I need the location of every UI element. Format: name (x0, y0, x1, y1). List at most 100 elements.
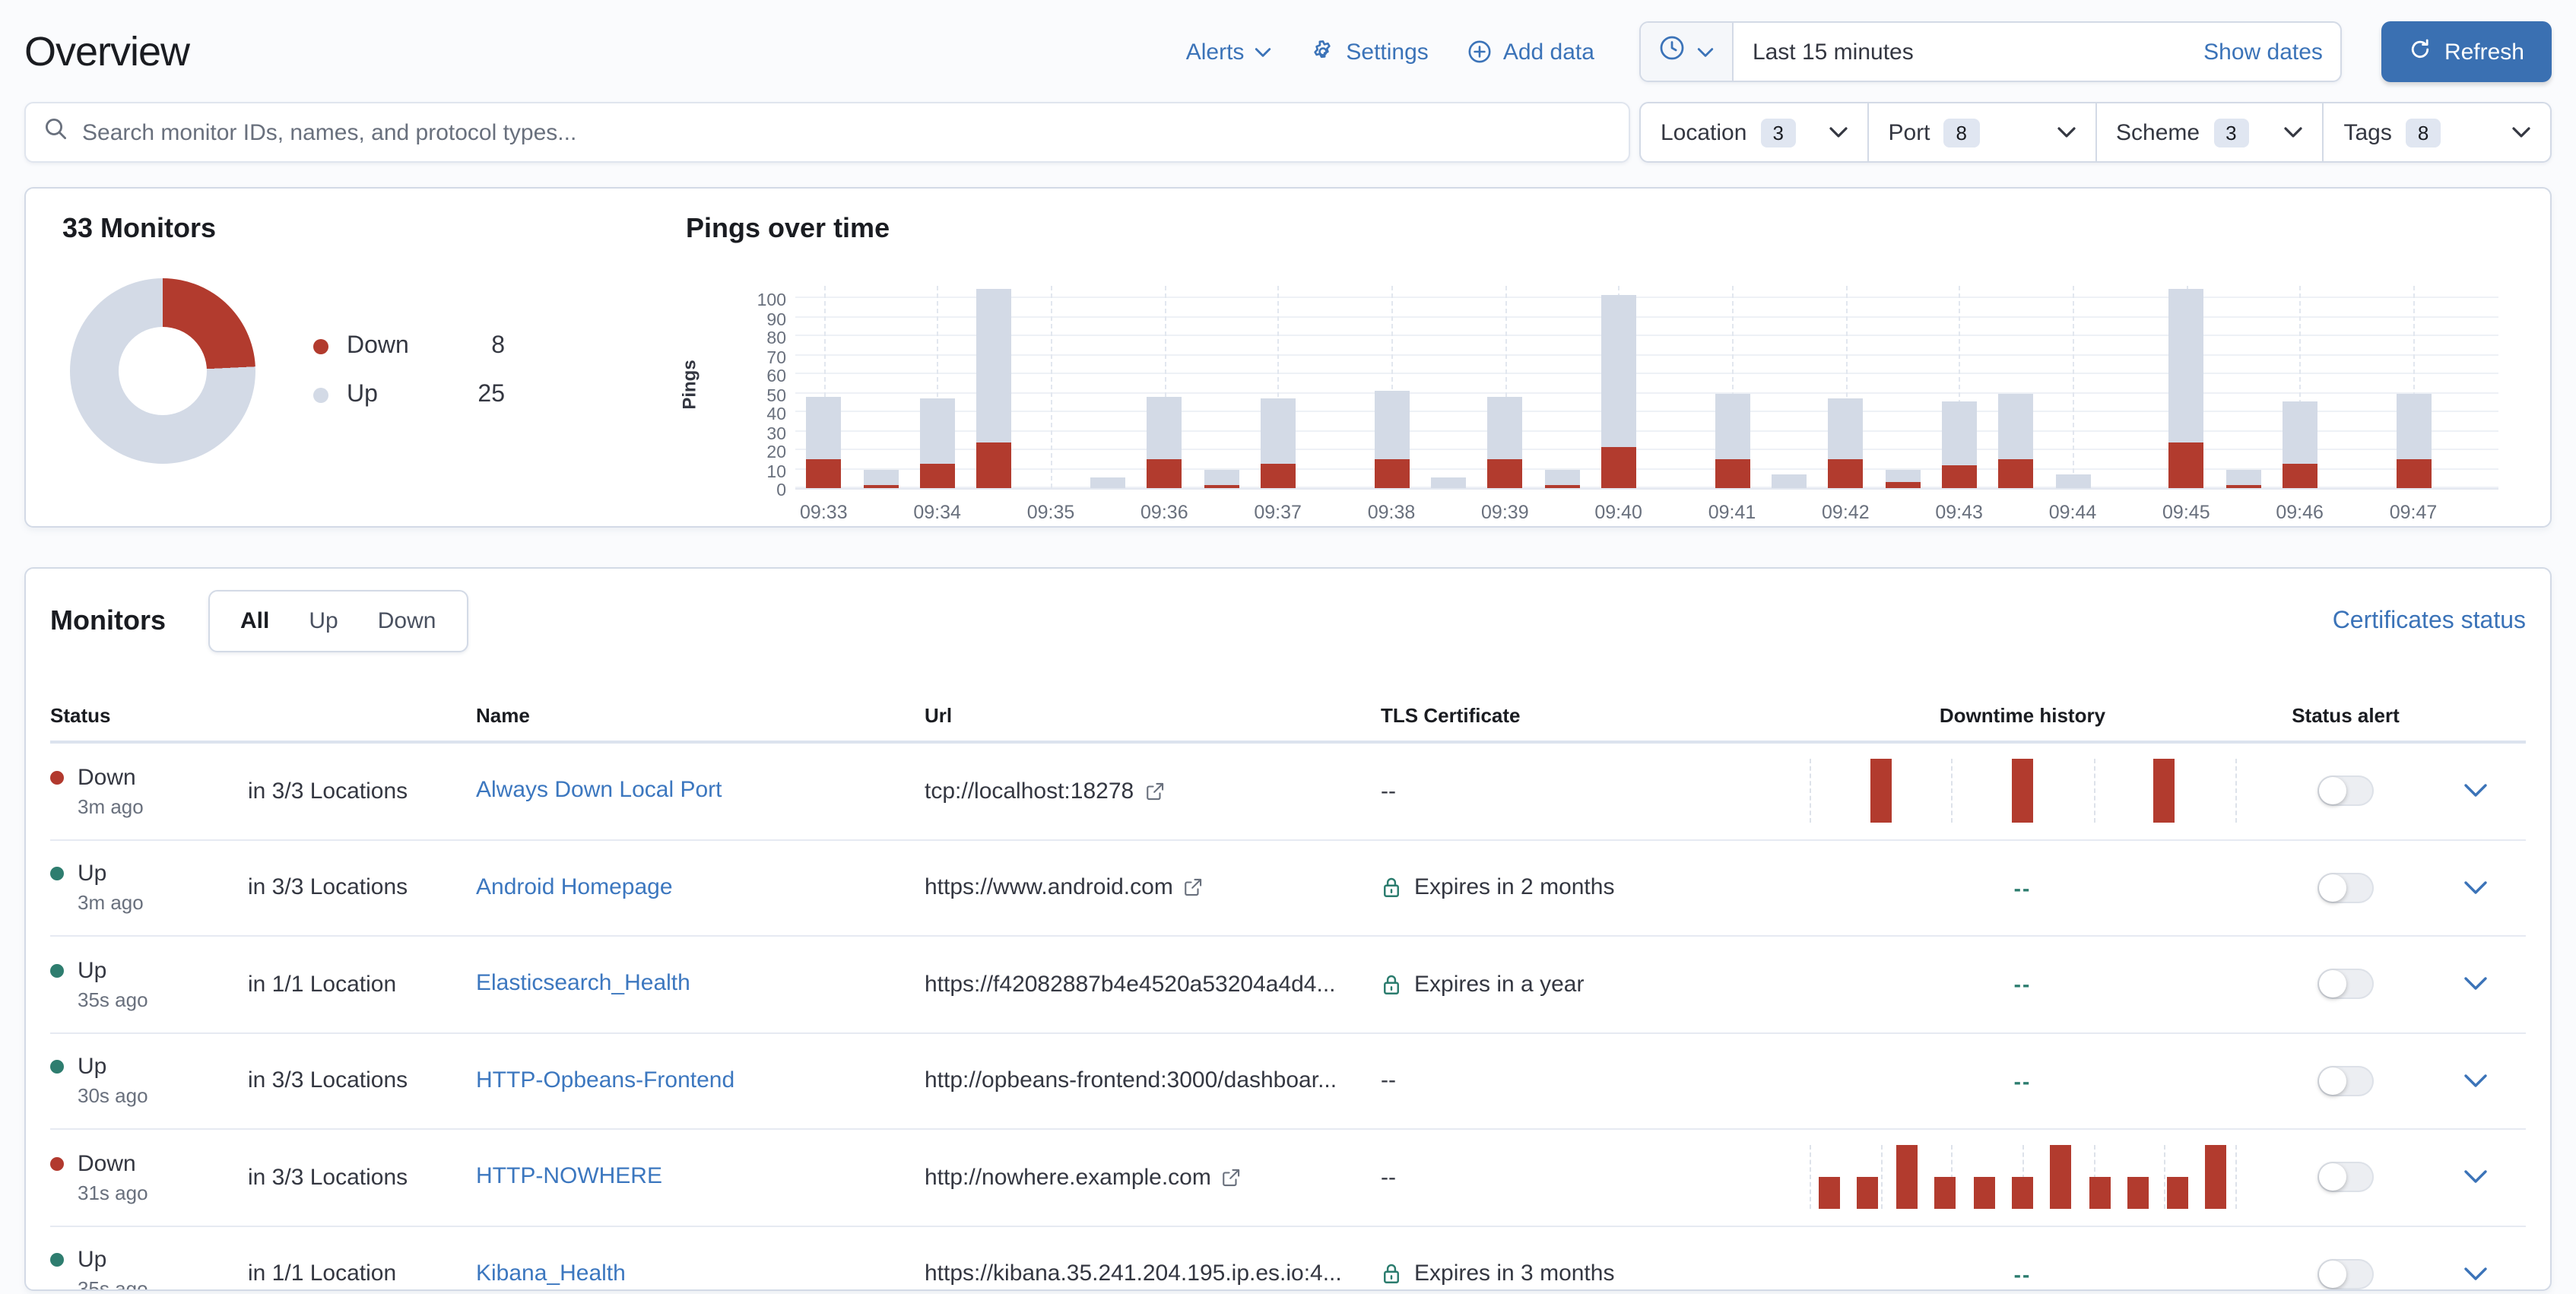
x-tick-label: 09:43 (1935, 502, 1983, 523)
table-row: Up 3m ago in 3/3 Locations Android Homepage… (50, 840, 2526, 937)
monitor-name-link[interactable]: Always Down Local Port (476, 777, 722, 804)
filter-tags[interactable]: Tags 8 (2322, 103, 2551, 161)
alerts-menu-button[interactable]: Alerts (1186, 39, 1272, 65)
monitor-url[interactable]: tcp://localhost:18278 (925, 779, 1381, 804)
status-alert-toggle[interactable] (2317, 872, 2374, 903)
tab-up[interactable]: Up (309, 608, 338, 634)
monitor-locations: in 3/3 Locations (248, 1067, 408, 1094)
certificates-status-link[interactable]: Certificates status (2332, 607, 2526, 633)
x-gridline (2413, 286, 2415, 488)
status-dot (50, 770, 64, 785)
status-alert-toggle[interactable] (2317, 775, 2374, 807)
time-range-display[interactable]: Last 15 minutes Show dates (1734, 23, 2341, 81)
pings-bar (1374, 391, 1409, 488)
filter-label: Tags (2343, 119, 2392, 145)
url-text: http://nowhere.example.com (925, 1164, 1211, 1191)
monitor-url: https://f42082887b4e4520a53204a4d4... (925, 972, 1381, 997)
pings-bar (2396, 393, 2431, 488)
y-tick-label: 70 (766, 349, 786, 367)
downtime-empty-value: -- (2013, 972, 2032, 997)
time-range-value: Last 15 minutes (1752, 39, 1914, 65)
downtime-history-cell: -- (1779, 1069, 2266, 1093)
x-gridline (1051, 286, 1052, 488)
filter-location[interactable]: Location 3 (1641, 103, 1867, 161)
x-gridline (1164, 286, 1166, 488)
x-tick-label: 09:34 (913, 502, 961, 523)
x-gridline (2073, 286, 2074, 488)
filter-port[interactable]: Port 8 (1867, 103, 2095, 161)
tab-down[interactable]: Down (377, 608, 436, 634)
expand-row-button[interactable] (2463, 880, 2488, 896)
pings-bar-up-segment (2225, 469, 2260, 484)
pings-bar-up-segment (863, 469, 898, 484)
expand-row-button[interactable] (2463, 1170, 2488, 1185)
status-cell: Up 3m ago (50, 861, 248, 915)
expand-row-button[interactable] (2463, 977, 2488, 992)
status-alert-toggle[interactable] (2317, 969, 2374, 1000)
status-dot (50, 1060, 64, 1074)
filter-label: Port (1888, 119, 1930, 145)
downtime-empty-value: -- (2013, 875, 2032, 900)
pings-bar (2055, 474, 2090, 488)
pings-bar-down-segment (1204, 484, 1239, 488)
external-link-icon[interactable] (1222, 1168, 1242, 1188)
sparkline-gridline (1810, 759, 1811, 823)
pings-bar-up-segment (976, 288, 1012, 442)
expand-cell (2425, 880, 2526, 896)
status-alert-toggle[interactable] (2317, 1162, 2374, 1193)
quick-time-menu[interactable] (1641, 23, 1734, 81)
monitor-url[interactable]: https://www.android.com (925, 875, 1381, 901)
monitor-name-link[interactable]: HTTP-NOWHERE (476, 1163, 662, 1190)
x-tick-label: 09:39 (1481, 502, 1529, 523)
refresh-button[interactable]: Refresh (2381, 21, 2552, 82)
pings-bar (1147, 397, 1182, 488)
pings-bar (1090, 477, 1125, 488)
monitor-status: Up (50, 1055, 248, 1080)
chevron-down-icon (2284, 119, 2303, 146)
name-cell: Always Down Local Port (476, 778, 925, 805)
downtime-bar (2011, 1177, 2033, 1210)
monitor-name-link[interactable]: Elasticsearch_Health (476, 970, 690, 997)
monitor-name-link[interactable]: HTTP-Opbeans-Frontend (476, 1067, 735, 1093)
filter-count-badge: 3 (2213, 118, 2249, 147)
legend-label: Up (347, 382, 378, 408)
expand-cell (2425, 1267, 2526, 1282)
pings-bar (2168, 288, 2204, 488)
x-gridline (823, 286, 826, 488)
expand-cell (2425, 784, 2526, 799)
expand-row-button[interactable] (2463, 784, 2488, 799)
tab-all[interactable]: All (240, 608, 270, 634)
expand-row-button[interactable] (2463, 1074, 2488, 1089)
search-input[interactable] (82, 119, 1610, 145)
status-alert-toggle[interactable] (2317, 1258, 2374, 1289)
external-link-icon[interactable] (1184, 878, 1204, 898)
pings-bar-up-segment (1998, 393, 2034, 460)
status-alert-toggle[interactable] (2317, 1065, 2374, 1096)
table-row: Up 30s ago in 3/3 Locations HTTP-Opbeans-Fr… (50, 1033, 2526, 1130)
monitor-name-link[interactable]: Android Homepage (476, 874, 673, 900)
snapshot-section: 33 Monitors Down 8 Up 25 (62, 213, 655, 502)
status-alert-cell (2266, 1065, 2425, 1096)
tls-certificate-cell: -- (1381, 1068, 1779, 1094)
add-data-button[interactable]: Add data (1468, 39, 1594, 65)
external-link-icon[interactable] (1144, 782, 1164, 801)
pings-bar-down-segment (1374, 459, 1409, 488)
filter-count-badge: 8 (2405, 118, 2441, 147)
show-dates-link[interactable]: Show dates (2203, 39, 2323, 65)
legend-label: Down (347, 333, 409, 359)
time-picker: Last 15 minutes Show dates (1639, 21, 2343, 82)
monitor-url[interactable]: http://nowhere.example.com (925, 1165, 1381, 1191)
monitor-name-link[interactable]: Kibana_Health (476, 1260, 626, 1286)
x-tick-label: 09:47 (2389, 502, 2438, 523)
y-gridline (795, 354, 2498, 355)
filter-scheme[interactable]: Scheme 3 (2095, 103, 2323, 161)
pings-bar-up-segment (1828, 398, 1864, 460)
expand-row-button[interactable] (2463, 1267, 2488, 1282)
pings-bar-up-segment (1941, 401, 1977, 465)
settings-button[interactable]: Settings (1311, 39, 1429, 65)
pings-bar (1544, 469, 1579, 488)
name-cell: Kibana_Health (476, 1261, 925, 1288)
status-timestamp: 35s ago (78, 1277, 148, 1291)
pings-y-axis-label: Pings (678, 360, 700, 410)
